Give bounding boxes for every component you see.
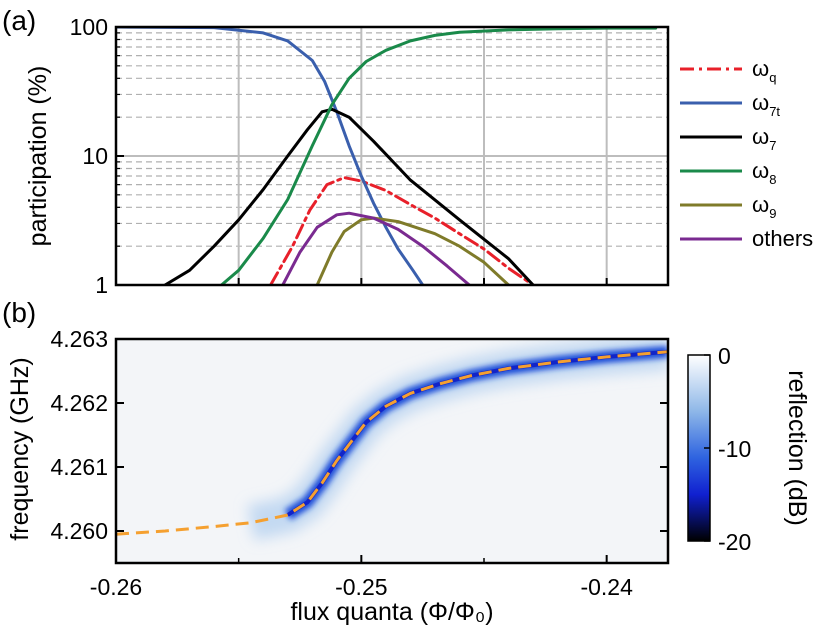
- panel-a-lines: [116, 27, 658, 285]
- y-tick-label: 10: [82, 143, 108, 169]
- colorbar-tick-label: -20: [718, 529, 751, 555]
- legend-label-subscript: q: [769, 70, 776, 85]
- colorbar-tick-label: 0: [718, 343, 731, 369]
- series-line-7: [163, 107, 535, 285]
- x-tick-label: -0.26: [90, 574, 142, 600]
- legend-label: ω8: [752, 158, 776, 187]
- legend-label: others: [752, 226, 813, 251]
- panel-b-ticks: -0.26 -0.25 -0.24 4.260 4.261 4.262 4.263: [50, 326, 668, 600]
- series-line-q: [269, 176, 535, 285]
- legend-label: ω9: [752, 192, 776, 221]
- colorbar-ticks: 0 -10 -20: [704, 343, 751, 555]
- colorbar-label: reflection (dB): [783, 370, 811, 526]
- y-tick-label: 100: [70, 14, 108, 40]
- legend-label-subscript: 7t: [769, 104, 780, 119]
- legend-label-subscript: 9: [769, 206, 776, 221]
- x-tick-label: -0.24: [580, 574, 633, 600]
- x-tick-label: -0.25: [335, 574, 387, 600]
- fit-line: [116, 350, 668, 536]
- legend-label-subscript: 7: [769, 138, 776, 153]
- panel-a-legend: ωq ω7t ω7 ω8 ω9 others: [680, 56, 813, 251]
- series-line-8: [220, 27, 658, 285]
- colorbar-tick-label: -10: [718, 436, 751, 462]
- legend-label: ω7: [752, 124, 776, 153]
- heatmap-area: [116, 339, 668, 563]
- y-tick-label: 4.260: [50, 518, 108, 544]
- panel-a-ticks: 1 10 100: [70, 14, 608, 298]
- legend-label: ωq: [752, 56, 776, 85]
- y-tick-label: 4.262: [50, 390, 108, 416]
- series-line-9: [315, 216, 510, 285]
- series-line-7t: [116, 27, 425, 285]
- panel-b-xlabel: flux quanta (Φ/Φ₀): [290, 598, 493, 626]
- legend-label-subscript: 8: [769, 172, 776, 187]
- y-tick-label: 4.261: [50, 454, 108, 480]
- panel-a-ylabel: participation (%): [24, 66, 52, 247]
- y-tick-label: 1: [95, 272, 108, 298]
- y-tick-label: 4.263: [50, 326, 108, 352]
- panel-a-label: (a): [2, 5, 36, 36]
- panel-b-ylabel: frequency (GHz): [6, 357, 34, 540]
- legend-label: ω7t: [752, 90, 780, 119]
- panel-b-label: (b): [2, 297, 36, 328]
- panel-b-frame: [114, 337, 670, 565]
- panel-a-grid: [116, 27, 668, 285]
- series-line-others: [281, 211, 471, 285]
